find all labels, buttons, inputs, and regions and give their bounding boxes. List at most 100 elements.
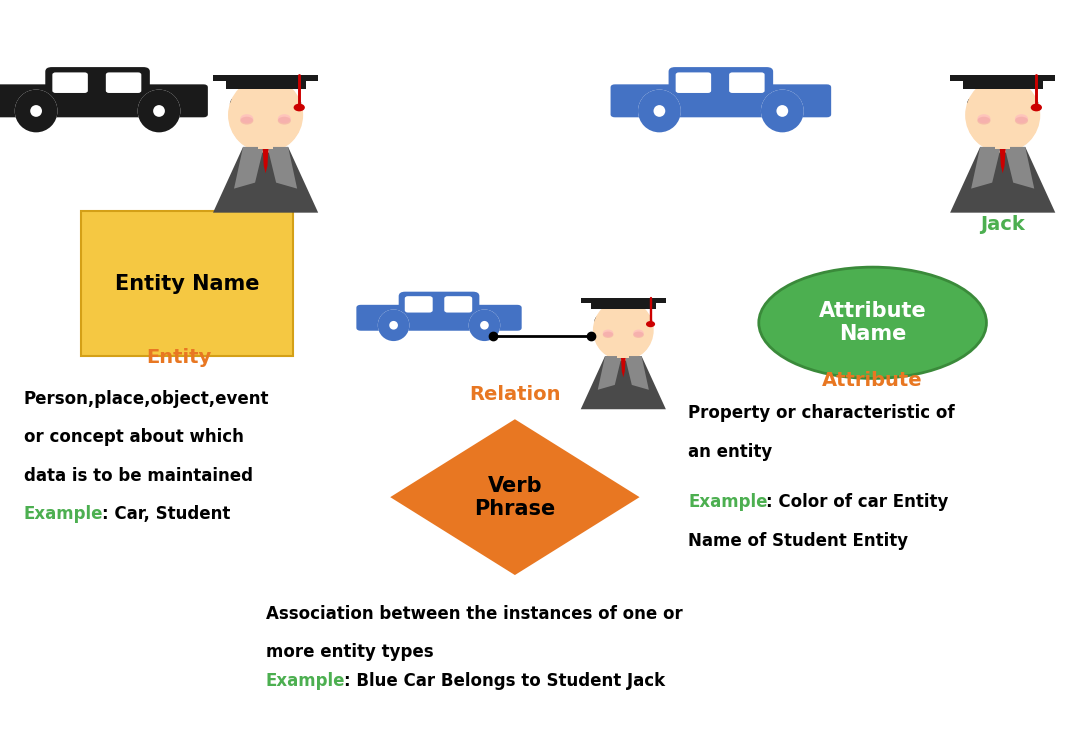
Polygon shape [390, 419, 640, 575]
Ellipse shape [595, 313, 651, 359]
Ellipse shape [638, 90, 681, 132]
Ellipse shape [633, 329, 644, 337]
Circle shape [646, 321, 655, 327]
Polygon shape [597, 356, 622, 390]
Text: Attribute
Name: Attribute Name [818, 301, 927, 344]
Polygon shape [621, 356, 625, 378]
Ellipse shape [468, 309, 500, 341]
Text: Attribute: Attribute [823, 370, 922, 390]
Ellipse shape [241, 116, 254, 125]
Ellipse shape [378, 309, 410, 341]
Bar [995, 141, 1010, 149]
Ellipse shape [241, 114, 254, 123]
Ellipse shape [593, 300, 654, 361]
Ellipse shape [1015, 116, 1028, 125]
Ellipse shape [15, 90, 57, 132]
Ellipse shape [138, 90, 180, 132]
Ellipse shape [633, 332, 644, 338]
FancyBboxPatch shape [357, 305, 521, 331]
Text: Entity Name: Entity Name [115, 274, 259, 294]
Polygon shape [268, 147, 297, 188]
FancyBboxPatch shape [46, 67, 150, 101]
FancyBboxPatch shape [0, 85, 208, 117]
FancyBboxPatch shape [669, 67, 773, 101]
Text: Example: Example [688, 493, 767, 511]
FancyBboxPatch shape [106, 73, 141, 93]
Ellipse shape [138, 90, 180, 132]
FancyBboxPatch shape [675, 73, 711, 93]
Bar [581, 298, 666, 303]
Bar [591, 301, 656, 309]
Ellipse shape [278, 114, 291, 123]
Ellipse shape [468, 309, 500, 341]
Text: : Car, Student: : Car, Student [102, 505, 230, 522]
Circle shape [294, 104, 305, 111]
Polygon shape [999, 147, 1006, 173]
Ellipse shape [759, 267, 986, 378]
Polygon shape [234, 147, 263, 188]
Bar [963, 79, 1043, 89]
Text: Relation: Relation [469, 385, 560, 404]
FancyBboxPatch shape [399, 292, 479, 319]
Polygon shape [624, 356, 649, 390]
FancyBboxPatch shape [52, 73, 88, 93]
Text: Person,place,object,event: Person,place,object,event [24, 390, 269, 407]
FancyBboxPatch shape [404, 296, 433, 312]
Text: Entity: Entity [146, 348, 211, 367]
Ellipse shape [965, 77, 1041, 153]
Ellipse shape [15, 90, 57, 132]
Ellipse shape [978, 114, 991, 123]
Text: : Blue Car Belongs to Student Jack: : Blue Car Belongs to Student Jack [344, 672, 664, 689]
Ellipse shape [480, 321, 489, 329]
Ellipse shape [378, 309, 410, 341]
Text: Association between the instances of one or: Association between the instances of one… [266, 605, 682, 623]
Text: or concept about which: or concept about which [24, 428, 244, 446]
Polygon shape [262, 147, 269, 173]
Ellipse shape [968, 94, 1037, 151]
Ellipse shape [594, 309, 653, 333]
FancyBboxPatch shape [610, 85, 831, 117]
Ellipse shape [776, 105, 788, 116]
Polygon shape [581, 356, 666, 410]
Ellipse shape [278, 116, 291, 125]
FancyBboxPatch shape [444, 296, 473, 312]
Polygon shape [212, 147, 319, 213]
Ellipse shape [654, 105, 666, 116]
Ellipse shape [231, 94, 300, 151]
Ellipse shape [978, 116, 991, 125]
Text: Verb
Phrase: Verb Phrase [475, 476, 555, 519]
Text: : Color of car Entity: : Color of car Entity [766, 493, 948, 511]
FancyBboxPatch shape [730, 73, 764, 93]
Text: Example: Example [266, 672, 345, 689]
Ellipse shape [389, 321, 398, 329]
Ellipse shape [761, 90, 803, 132]
Text: Name of Student Entity: Name of Student Entity [688, 532, 908, 550]
Polygon shape [1005, 147, 1034, 188]
Ellipse shape [1015, 114, 1028, 123]
Ellipse shape [968, 80, 1037, 150]
Bar [950, 75, 1056, 81]
Text: more entity types: more entity types [266, 643, 434, 661]
Text: an entity: an entity [688, 443, 773, 461]
Ellipse shape [967, 89, 1038, 119]
Ellipse shape [603, 329, 614, 337]
Ellipse shape [30, 105, 42, 116]
Ellipse shape [761, 90, 803, 132]
Ellipse shape [228, 77, 304, 153]
Ellipse shape [231, 80, 300, 150]
Text: Example: Example [24, 505, 103, 522]
Bar [225, 79, 306, 89]
Polygon shape [950, 147, 1056, 213]
Ellipse shape [230, 89, 301, 119]
Ellipse shape [153, 105, 165, 116]
Bar [617, 352, 630, 358]
Bar [212, 75, 319, 81]
Bar [258, 141, 273, 149]
Ellipse shape [603, 332, 614, 338]
Ellipse shape [595, 302, 651, 358]
Bar [81, 211, 293, 356]
Text: data is to be maintained: data is to be maintained [24, 467, 253, 485]
Ellipse shape [638, 90, 681, 132]
Text: Property or characteristic of: Property or characteristic of [688, 404, 955, 422]
Circle shape [1031, 104, 1042, 111]
